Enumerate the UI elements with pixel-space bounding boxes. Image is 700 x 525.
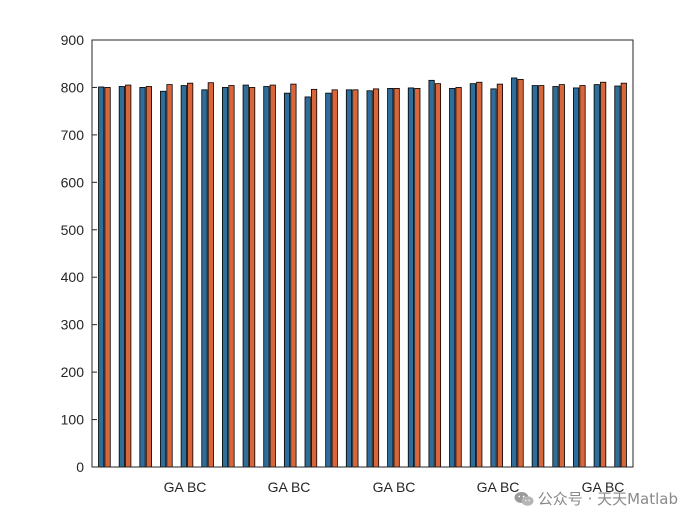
bar-series2-3 <box>145 86 152 468</box>
bar-series2-9 <box>269 84 276 468</box>
bar-series1-8 <box>242 84 249 468</box>
watermark-text: 公众号 · 天天Matlab <box>537 490 678 508</box>
bar-series1-20 <box>490 88 497 468</box>
bar-series1-24 <box>573 87 580 468</box>
bar-series1-21 <box>511 77 518 468</box>
y-tick-label: 600 <box>61 174 85 190</box>
bar-series1-17 <box>428 79 435 468</box>
bar-series2-18 <box>455 87 462 468</box>
bar-series1-9 <box>263 86 270 468</box>
x-tick-label: GA BC <box>164 479 207 495</box>
bar-series1-3 <box>139 87 146 468</box>
y-tick-label: 500 <box>61 222 85 238</box>
bar-series2-8 <box>249 87 256 468</box>
bar-series2-16 <box>414 87 421 468</box>
bar-series2-7 <box>228 85 235 468</box>
bar-series2-13 <box>352 89 359 468</box>
y-tick-label: 700 <box>61 127 85 143</box>
bar-series2-4 <box>166 84 173 468</box>
bar-series1-1 <box>98 86 105 468</box>
bar-series1-18 <box>449 87 456 468</box>
bar-series1-10 <box>283 92 291 468</box>
bar-series2-11 <box>310 88 318 468</box>
bar-series1-26 <box>614 85 621 468</box>
bar-series1-19 <box>469 83 476 468</box>
y-tick-label: 200 <box>61 364 85 380</box>
bar-series1-16 <box>407 87 415 468</box>
bar-series2-17 <box>434 83 442 468</box>
bar-series2-19 <box>476 81 483 468</box>
bar-series2-6 <box>207 82 214 468</box>
y-tick-label: 800 <box>61 79 85 95</box>
bar-series2-22 <box>538 85 545 468</box>
bar-series2-23 <box>558 84 565 468</box>
bar-series1-23 <box>552 86 559 468</box>
plot-area-background <box>92 40 633 467</box>
wechat-icon <box>514 491 534 506</box>
bar-series1-14 <box>366 90 373 468</box>
bar-series1-15 <box>387 87 394 468</box>
bar-series1-13 <box>345 89 353 468</box>
bar-series1-25 <box>593 84 600 468</box>
bar-series1-7 <box>222 87 229 468</box>
bar-series2-25 <box>600 81 607 468</box>
bar-series1-4 <box>160 90 167 468</box>
bar-series2-14 <box>372 88 380 468</box>
y-axis-ticks: 0 100 200 300 400 500 600 700 800 900 <box>61 32 97 475</box>
watermark: 公众号 · 天天Matlab <box>514 488 678 509</box>
y-tick-label: 100 <box>61 412 85 428</box>
bar-series1-12 <box>325 92 332 468</box>
x-axis-ticks: GA BC GA BC GA BC GA BC GA BC <box>164 479 625 495</box>
bar-series1-11 <box>304 96 311 468</box>
x-tick-label: GA BC <box>373 479 416 495</box>
bar-series2-12 <box>331 89 338 468</box>
y-tick-label: 0 <box>76 459 84 475</box>
y-tick-label: 900 <box>61 32 85 48</box>
bar-series1-6 <box>201 89 208 468</box>
bar-series1-5 <box>180 85 187 468</box>
bar-series1-2 <box>118 86 125 468</box>
bar-series2-15 <box>393 87 400 468</box>
bar-series2-21 <box>517 78 524 468</box>
plot-area-border <box>91 39 634 468</box>
bars-group <box>98 77 627 468</box>
bar-series2-5 <box>187 82 194 468</box>
bar-series2-2 <box>125 84 132 468</box>
y-tick-label: 300 <box>61 317 85 333</box>
x-tick-label: GA BC <box>268 479 311 495</box>
bar-series2-26 <box>620 82 627 468</box>
bar-series2-20 <box>496 83 503 468</box>
bar-series1-22 <box>531 85 538 468</box>
bar-series2-24 <box>579 85 586 468</box>
bar-series2-10 <box>290 83 297 468</box>
bar-series2-1 <box>104 87 111 468</box>
y-tick-label: 400 <box>61 269 85 285</box>
x-tick-label: GA BC <box>477 479 520 495</box>
x-tick-label: GA BC <box>582 479 625 495</box>
